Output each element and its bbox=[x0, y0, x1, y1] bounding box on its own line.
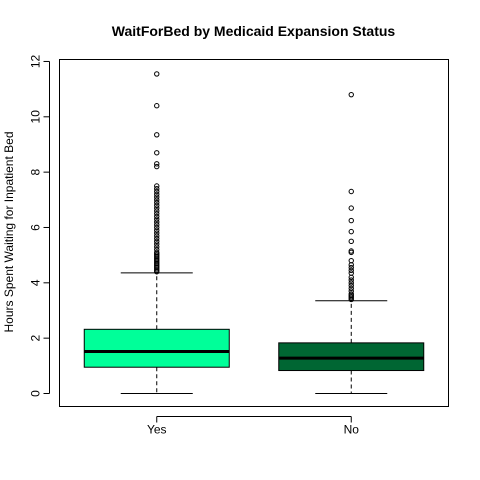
outlier-point bbox=[348, 288, 354, 294]
chart-title: WaitForBed by Medicaid Expansion Status bbox=[112, 23, 396, 39]
outlier-point bbox=[154, 208, 160, 214]
outlier-point bbox=[154, 150, 160, 156]
plot-frame bbox=[59, 59, 449, 407]
box-group-no bbox=[278, 91, 425, 394]
outlier-point bbox=[154, 246, 160, 253]
outlier-point bbox=[154, 71, 160, 77]
y-tick-label: 0 bbox=[29, 390, 43, 397]
outlier-point bbox=[154, 235, 160, 242]
y-tick-label: 6 bbox=[29, 224, 43, 231]
outlier-point bbox=[154, 199, 160, 206]
outlier-point bbox=[348, 277, 354, 283]
outlier-point bbox=[348, 228, 354, 235]
outlier-point bbox=[154, 210, 160, 217]
outlier-point bbox=[348, 248, 354, 254]
outlier-point bbox=[348, 264, 354, 271]
outlier-point bbox=[348, 205, 354, 211]
outlier-point bbox=[348, 267, 354, 274]
outlier-point bbox=[154, 183, 160, 189]
outlier-point bbox=[154, 186, 160, 192]
y-tick-label: 12 bbox=[29, 54, 43, 68]
outlier-point bbox=[154, 222, 160, 228]
y-tick-label: 4 bbox=[29, 279, 43, 286]
outlier-point bbox=[154, 241, 160, 247]
outlier-point bbox=[348, 285, 354, 292]
y-axis: 0 2 4 6 8 10 12 bbox=[29, 54, 50, 397]
x-tick-label-no: No bbox=[344, 423, 360, 437]
outlier-point bbox=[154, 103, 160, 109]
outlier-point bbox=[348, 270, 354, 276]
outlier-point bbox=[154, 233, 160, 239]
box-group-yes bbox=[83, 71, 230, 394]
outlier-point bbox=[348, 217, 354, 224]
x-axis: Yes No bbox=[147, 416, 360, 437]
outlier-point bbox=[348, 91, 354, 98]
outlier-point bbox=[154, 202, 160, 209]
outlier-point bbox=[154, 249, 160, 256]
outlier-point bbox=[348, 291, 354, 297]
boxes-layer bbox=[83, 71, 425, 394]
outlier-point bbox=[154, 194, 160, 200]
outlier-point bbox=[154, 132, 160, 138]
outlier-point bbox=[154, 161, 160, 167]
outlier-point bbox=[154, 188, 160, 195]
outlier-point bbox=[154, 238, 160, 245]
outlier-point bbox=[348, 238, 354, 245]
outlier-point bbox=[348, 280, 354, 286]
outlier-point bbox=[348, 188, 354, 195]
outlier-point bbox=[154, 197, 160, 203]
outlier-point bbox=[154, 219, 160, 225]
outlier-point bbox=[154, 227, 160, 233]
x-tick-label-yes: Yes bbox=[147, 423, 167, 437]
y-tick-label: 10 bbox=[29, 110, 43, 124]
y-tick-label: 8 bbox=[29, 168, 43, 175]
outlier-point bbox=[154, 244, 160, 250]
y-tick-label: 2 bbox=[29, 335, 43, 342]
outlier-point bbox=[154, 224, 160, 231]
iqr-box bbox=[83, 328, 230, 368]
outlier-point bbox=[154, 163, 160, 170]
outlier-point bbox=[154, 213, 160, 220]
outlier-point bbox=[348, 257, 354, 264]
outlier-point bbox=[154, 230, 160, 236]
outlier-point bbox=[154, 191, 160, 197]
outlier-point bbox=[154, 205, 160, 211]
y-axis-label: Hours Spent Waiting for Inpatient Bed bbox=[2, 132, 16, 333]
outlier-point bbox=[154, 216, 160, 222]
outlier-point bbox=[348, 282, 354, 289]
